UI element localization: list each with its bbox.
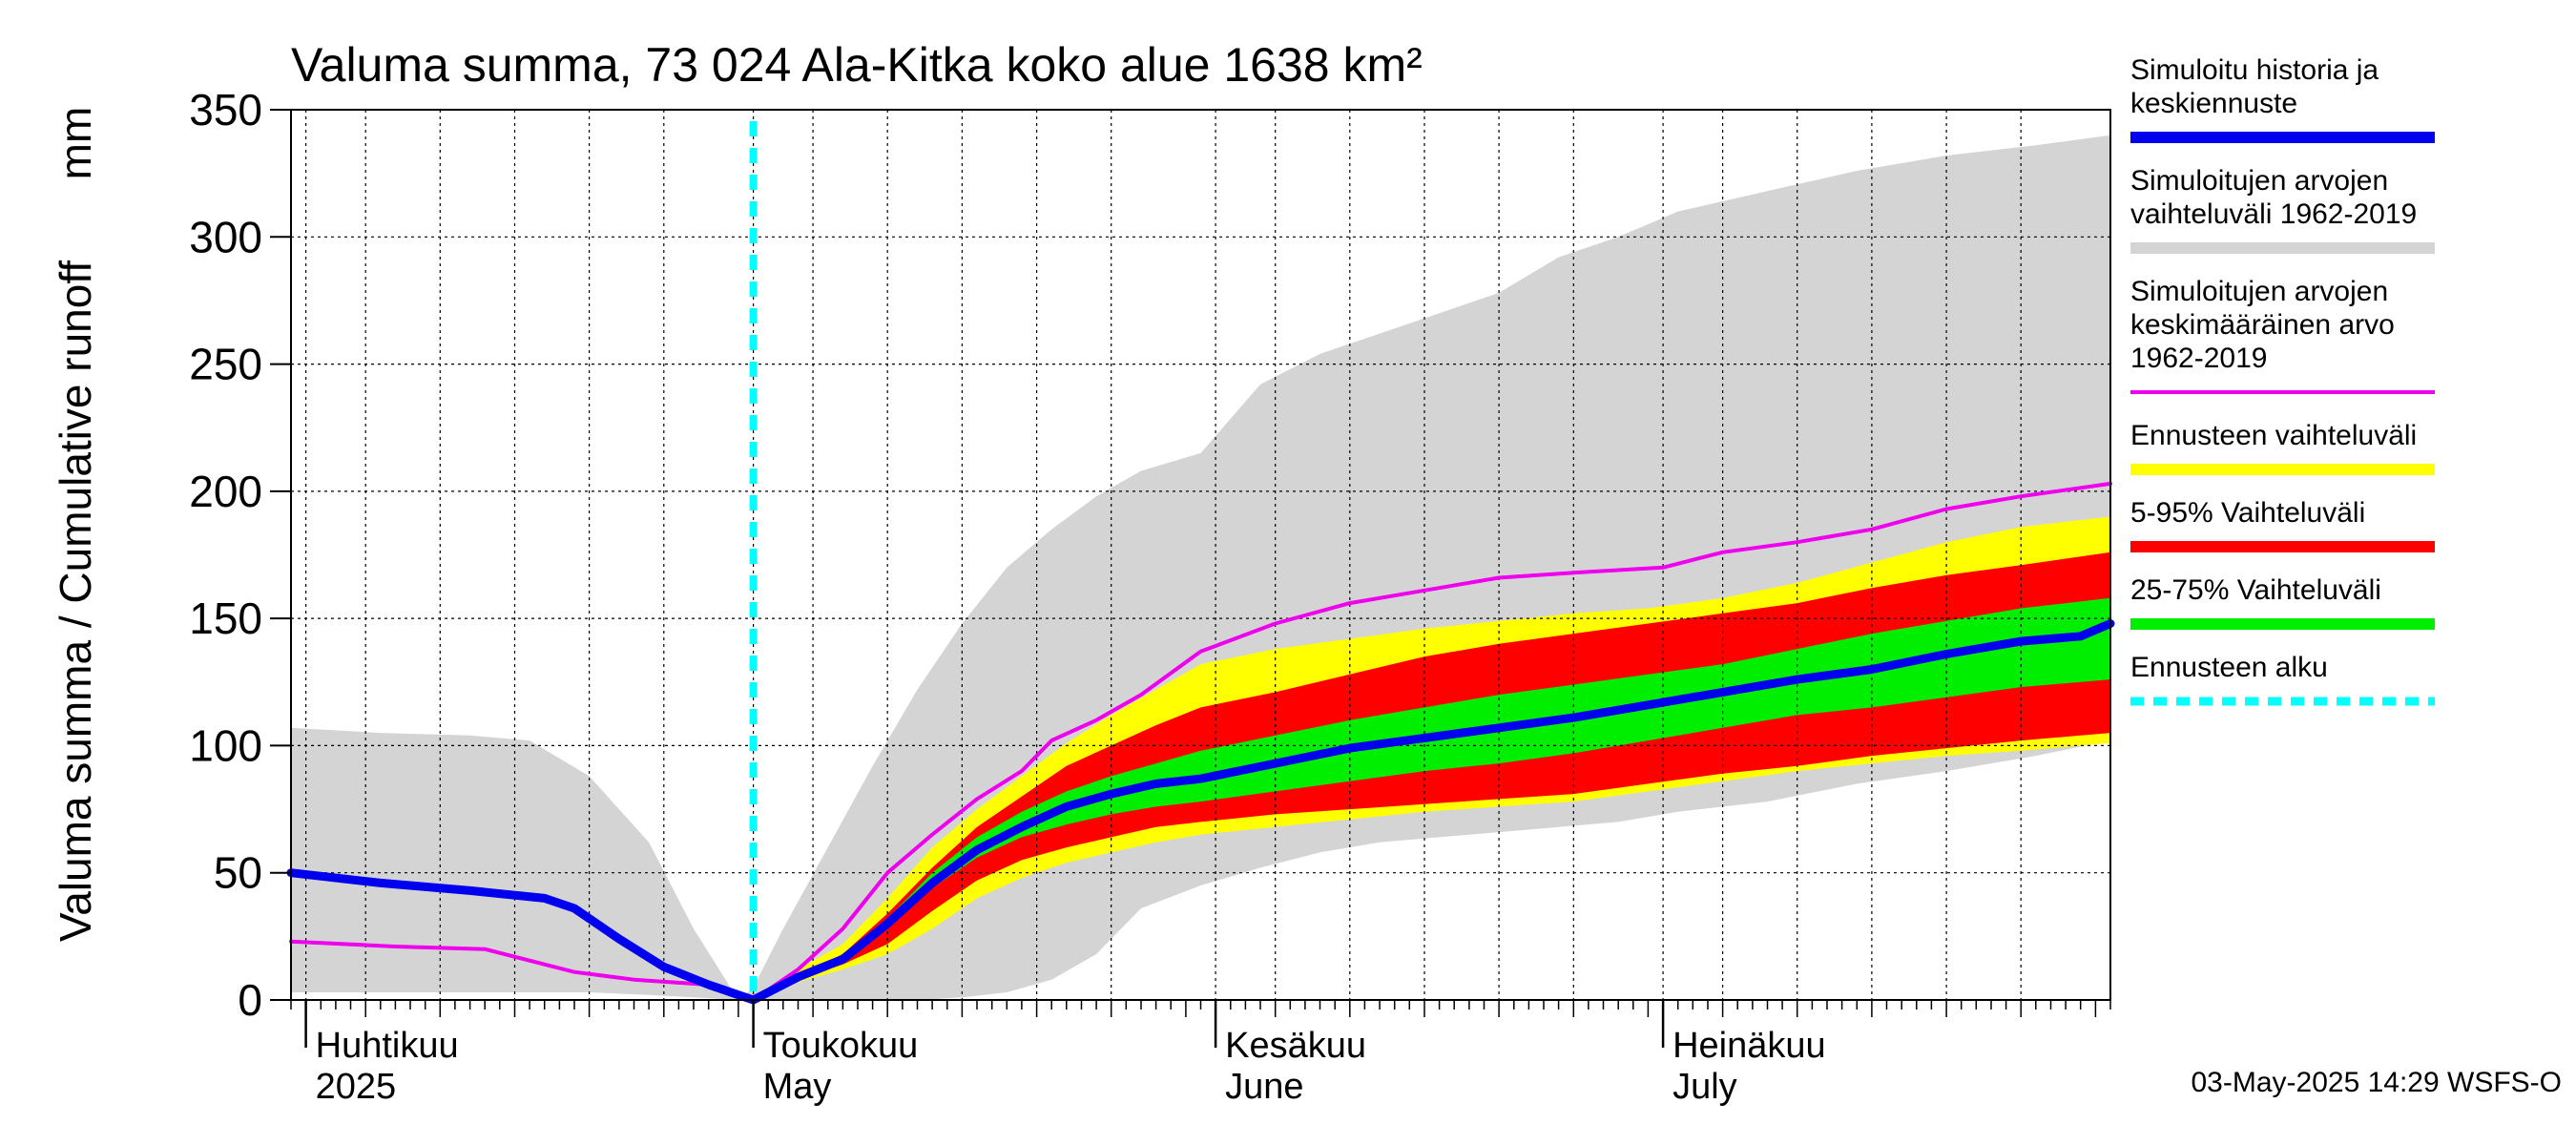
legend-label: Simuloitu historia ja: [2130, 54, 2379, 86]
month-label-en: 2025: [316, 1067, 397, 1107]
y-tick-label: 300: [189, 212, 262, 261]
y-tick-label: 150: [189, 593, 262, 643]
legend-label: Ennusteen alku: [2130, 652, 2328, 683]
month-label-fi: Huhtikuu: [316, 1026, 459, 1066]
legend-item: Ennusteen alku: [2130, 652, 2435, 706]
legend-label: keskimääräinen arvo: [2130, 309, 2395, 341]
month-label-en: June: [1225, 1067, 1303, 1107]
y-tick-label: 0: [238, 975, 262, 1025]
y-tick-label: 250: [189, 340, 262, 389]
month-label-fi: Toukokuu: [763, 1026, 919, 1066]
y-axis-label: Valuma summa / Cumulative runoff: [51, 260, 100, 942]
legend-label: Simuloitujen arvojen: [2130, 165, 2388, 197]
month-label-fi: Kesäkuu: [1225, 1026, 1366, 1066]
history-range-layer: [291, 135, 2110, 1000]
chart-title: Valuma summa, 73 024 Ala-Kitka koko alue…: [291, 38, 1423, 92]
y-axis-unit: mm: [51, 107, 100, 180]
legend-label: 5-95% Vaihteluväli: [2130, 497, 2365, 529]
legend: Simuloitu historia jakeskiennusteSimuloi…: [2130, 54, 2435, 706]
median-line: [286, 619, 2115, 1005]
y-tick-label: 50: [214, 848, 262, 898]
history-range-area: [291, 135, 2110, 1000]
legend-item: Ennusteen vaihteluväli: [2130, 420, 2435, 475]
legend-item: 5-95% Vaihteluväli: [2130, 497, 2435, 552]
month-label-en: May: [763, 1067, 832, 1107]
p25-75-band: [753, 597, 2110, 1000]
footer-timestamp: 03-May-2025 14:29 WSFS-O: [2192, 1067, 2563, 1098]
legend-label: Simuloitujen arvojen: [2130, 276, 2388, 307]
legend-label: vaihteluväli 1962-2019: [2130, 198, 2417, 230]
y-tick-label: 100: [189, 720, 262, 770]
forecast-bands-layer: [753, 516, 2110, 1000]
series-lines-layer: [286, 121, 2115, 1005]
legend-label: Ennusteen vaihteluväli: [2130, 420, 2417, 451]
month-label-fi: Heinäkuu: [1672, 1026, 1826, 1066]
y-tick-label: 200: [189, 467, 262, 516]
y-tick-label: 350: [189, 85, 262, 135]
legend-label: 25-75% Vaihteluväli: [2130, 574, 2381, 606]
legend-label: keskiennuste: [2130, 88, 2297, 119]
legend-label: 1962-2019: [2130, 343, 2267, 374]
mean-line: [289, 481, 2112, 1002]
legend-item: 25-75% Vaihteluväli: [2130, 574, 2435, 630]
month-label-en: July: [1672, 1067, 1737, 1107]
